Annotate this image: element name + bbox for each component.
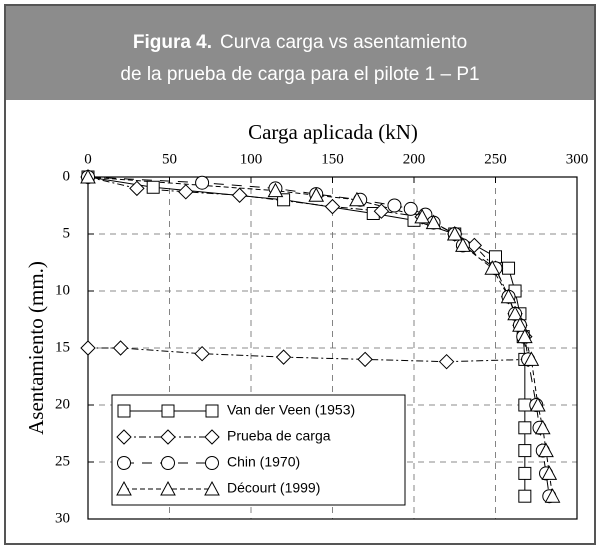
- x-tick-label: 100: [240, 151, 263, 167]
- y-tick-label: 30: [55, 510, 70, 526]
- subtitle: de la prueba de carga para el pilote 1 –…: [120, 64, 479, 85]
- marker: [512, 317, 528, 332]
- series-line: [87, 176, 529, 363]
- marker: [466, 237, 483, 254]
- marker: [195, 175, 210, 190]
- y-tick-label: 10: [55, 282, 70, 298]
- title-label: Figura 4.: [133, 32, 212, 53]
- marker: [518, 398, 532, 412]
- marker: [438, 353, 455, 370]
- y-tick-label: 25: [55, 453, 70, 469]
- marker: [324, 198, 341, 215]
- marker: [116, 429, 132, 445]
- x-axis-label: Carga aplicada (kN): [248, 120, 418, 144]
- series-line: [87, 176, 550, 497]
- marker: [446, 225, 463, 241]
- marker: [544, 488, 561, 503]
- marker: [308, 187, 325, 202]
- legend-label: Prueba de carga: [227, 428, 331, 444]
- marker: [502, 261, 516, 275]
- y-tick-label: 0: [63, 168, 71, 184]
- x-tick-label: 150: [321, 151, 344, 167]
- marker: [518, 421, 532, 435]
- marker: [160, 480, 176, 496]
- marker: [117, 456, 131, 470]
- marker: [357, 351, 373, 368]
- y-tick-label: 5: [63, 225, 71, 241]
- marker: [231, 187, 248, 203]
- marker: [116, 480, 132, 496]
- marker: [80, 168, 96, 184]
- marker: [117, 404, 131, 418]
- marker: [194, 345, 210, 362]
- title-line: Figura 4. Curva carga vs asentamiento: [133, 32, 467, 53]
- marker: [455, 237, 471, 252]
- x-tick-label: 50: [162, 151, 177, 167]
- marker: [349, 191, 365, 207]
- marker: [387, 198, 402, 213]
- marker: [414, 208, 430, 224]
- marker: [178, 184, 194, 200]
- marker: [160, 429, 176, 445]
- marker: [373, 203, 390, 219]
- marker: [275, 349, 292, 365]
- marker: [500, 288, 517, 304]
- header: [6, 6, 594, 100]
- x-tick-label: 0: [84, 151, 92, 167]
- marker: [507, 305, 523, 321]
- x-tick-label: 200: [403, 151, 426, 167]
- title: Curva carga vs asentamiento: [220, 32, 467, 53]
- marker: [204, 429, 220, 445]
- marker: [425, 214, 442, 230]
- marker: [517, 328, 533, 344]
- marker: [523, 351, 540, 366]
- legend-box: [111, 394, 406, 506]
- marker: [530, 396, 546, 412]
- marker: [534, 419, 551, 435]
- marker: [267, 182, 284, 198]
- y-tick-label: 15: [55, 339, 70, 355]
- y-axis-label: Asentamiento (mm.): [24, 261, 48, 435]
- legend-label: Décourt (1999): [227, 480, 320, 496]
- marker: [518, 489, 532, 503]
- marker: [403, 201, 418, 216]
- marker: [205, 404, 219, 418]
- marker: [541, 465, 558, 480]
- x-tick-label: 250: [484, 151, 507, 167]
- marker: [538, 442, 554, 458]
- marker: [484, 260, 501, 275]
- marker: [80, 340, 96, 356]
- legend-label: Van der Veen (1953): [227, 402, 355, 418]
- marker: [161, 404, 175, 418]
- y-tick-label: 20: [55, 396, 70, 412]
- marker: [112, 340, 129, 356]
- marker: [129, 180, 145, 197]
- marker: [204, 480, 220, 496]
- marker: [205, 456, 219, 470]
- marker: [161, 456, 175, 470]
- marker: [146, 180, 160, 194]
- marker: [518, 466, 532, 480]
- marker: [518, 444, 532, 458]
- x-tick-label: 300: [566, 151, 589, 167]
- legend-label: Chin (1970): [227, 454, 300, 470]
